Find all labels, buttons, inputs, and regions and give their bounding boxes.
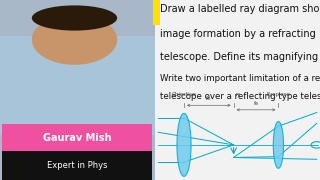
Text: Gaurav Mish: Gaurav Mish bbox=[43, 133, 112, 143]
Text: image formation by a refracting: image formation by a refracting bbox=[160, 29, 316, 39]
Text: Eyepiece: Eyepiece bbox=[267, 92, 290, 97]
Text: fe: fe bbox=[253, 101, 259, 106]
Text: Draw a labelled ray diagram showing the: Draw a labelled ray diagram showing the bbox=[160, 4, 320, 15]
Text: Objective: Objective bbox=[172, 92, 196, 97]
Text: telescope over a reflecting type telescope: telescope over a reflecting type telesco… bbox=[160, 92, 320, 101]
Bar bbox=[2, 124, 152, 152]
Text: n₁: n₁ bbox=[235, 92, 240, 97]
Ellipse shape bbox=[32, 14, 117, 65]
Text: fo: fo bbox=[206, 96, 211, 101]
Polygon shape bbox=[273, 122, 284, 168]
Text: Write two important limitation of a refracting: Write two important limitation of a refr… bbox=[160, 74, 320, 83]
Bar bbox=[0, 0, 155, 180]
Text: telescope. Define its magnifying power.: telescope. Define its magnifying power. bbox=[160, 52, 320, 62]
Bar bbox=[153, 0, 160, 25]
Polygon shape bbox=[177, 113, 191, 176]
Text: Expert in Phys: Expert in Phys bbox=[47, 161, 108, 170]
Bar bbox=[155, 0, 320, 180]
Bar bbox=[0, 36, 155, 135]
Bar bbox=[2, 151, 152, 180]
Ellipse shape bbox=[32, 5, 117, 31]
